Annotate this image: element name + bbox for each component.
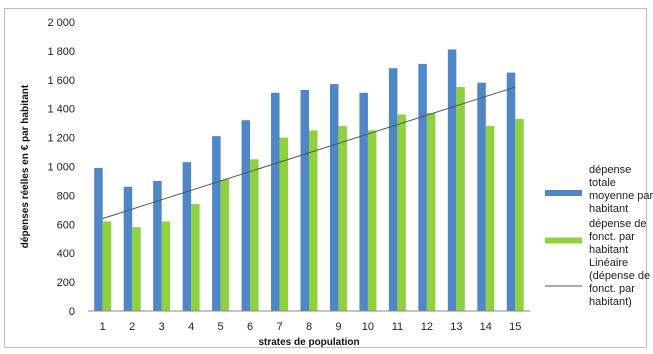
x-tick-label: 4 [188,321,194,333]
y-axis-ticks: 0 200 400 600 800 1 000 1 200 1 400 1 600 1 800 2 … [47,17,75,318]
bar-depense-totale [182,162,192,311]
x-tick-label: 6 [247,321,253,333]
bar-depense-fonct [279,137,289,311]
bar-depense-totale [359,92,368,312]
bar-depense-totale [418,63,427,311]
bar-depense-fonct [220,179,230,311]
bar-series [94,49,524,312]
bar-depense-fonct [250,159,259,311]
x-tick-label: 15 [509,321,521,333]
x-tick-label: 13 [450,321,462,333]
x-tick-label: 12 [421,321,433,333]
legend-swatch [545,237,582,244]
x-axis-ticks: 1 2 3 4 5 6 7 8 9 10 11 12 13 14 15 [100,321,522,333]
bar-depense-fonct [485,126,495,311]
y-tick-label: 2 000 [47,17,75,29]
x-tick-label: 8 [306,321,312,333]
bar-depense-totale [329,84,339,311]
legend-label: dépense de fonct. par habitant [589,218,647,256]
bar-depense-totale [212,136,221,311]
legend-entry-lineaire: Linéaire (dépense de fonct. par habitant) [545,257,650,308]
bar-depense-totale [271,92,280,312]
bar-depense-fonct [161,221,171,311]
x-tick-label: 2 [129,321,135,333]
x-tick-label: 14 [480,321,492,333]
y-tick-label: 1 400 [47,104,75,116]
legend-label: dépense totale moyenne par habitant [589,164,653,215]
y-tick-label: 400 [57,248,75,260]
bar-depense-fonct [102,221,112,311]
bar-depense-fonct [456,87,465,312]
bar-depense-fonct [309,130,318,311]
y-tick-label: 200 [57,277,75,289]
trend-line [102,86,516,219]
bar-depense-fonct [367,130,377,311]
bar-depense-fonct [515,118,524,311]
bar-depense-fonct [338,126,347,311]
y-tick-label: 600 [57,219,75,231]
x-tick-label: 9 [335,321,341,333]
y-tick-label: 0 [69,306,75,318]
x-tick-label: 10 [362,321,374,333]
x-tick-label: 5 [218,321,224,333]
bar-depense-totale [477,82,486,311]
y-tick-label: 1 600 [47,75,75,87]
bar-depense-totale [123,186,133,311]
legend-entry-depense-fonct: dépense de fonct. par habitant [545,218,647,256]
bar-depense-fonct [426,113,436,311]
bar-depense-totale [153,180,162,311]
bar-depense-totale [300,89,309,311]
bar-depense-totale [506,72,516,311]
y-tick-label: 1 800 [47,46,75,58]
bar-depense-totale [388,68,398,312]
bar-depense-totale [241,120,251,311]
x-tick-label: 11 [392,321,403,333]
legend: dépense totale moyenne par habitantdépense … [545,164,653,308]
y-tick-label: 1 000 [47,162,75,174]
bar-depense-totale [447,49,457,312]
x-tick-label: 1 [100,321,106,333]
legend-swatch [545,190,582,196]
legend-label: Linéaire (dépense de fonct. par habitant) [589,257,650,308]
y-axis-title: dépenses réelles en € par habitant [20,84,31,248]
y-tick-label: 800 [57,190,75,202]
bar-depense-fonct [191,204,200,311]
bar-depense-fonct [397,114,406,311]
legend-entry-depense-totale: dépense totale moyenne par habitant [545,164,653,215]
bar-depense-totale [94,167,103,311]
x-tick-label: 7 [276,321,282,333]
x-tick-label: 3 [159,321,165,333]
y-tick-label: 1 200 [47,133,75,145]
x-axis-title: strates de population [258,337,359,348]
bar-depense-fonct [132,227,141,311]
